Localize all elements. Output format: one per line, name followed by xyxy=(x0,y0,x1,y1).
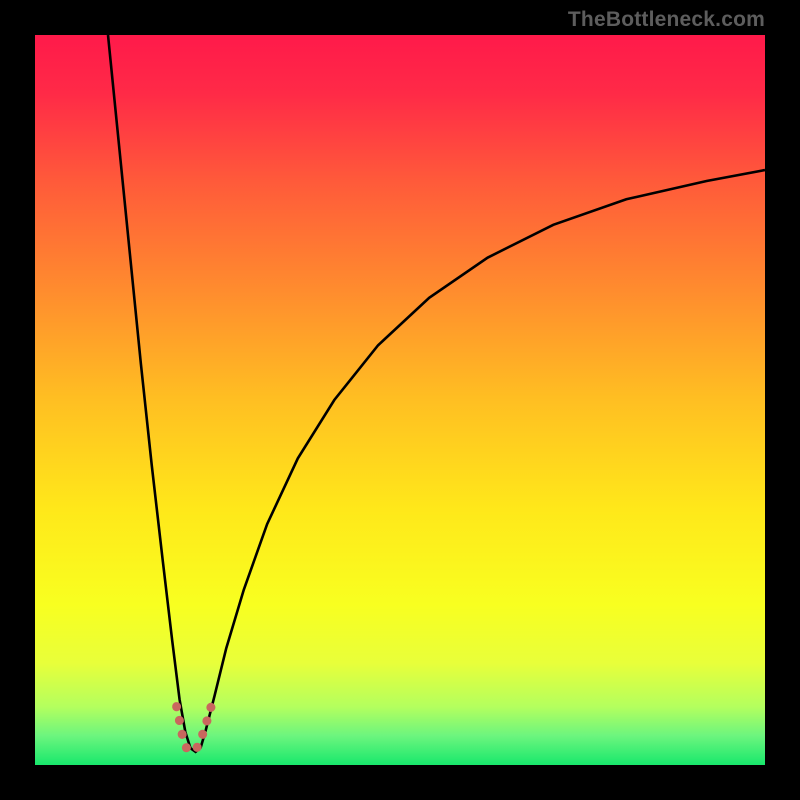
watermark-text: TheBottleneck.com xyxy=(568,8,765,32)
plot-area xyxy=(35,35,765,765)
bottleneck-curve-svg xyxy=(35,35,765,765)
bottleneck-main-curve xyxy=(108,35,765,752)
chart-outer-frame: TheBottleneck.com xyxy=(0,0,800,800)
